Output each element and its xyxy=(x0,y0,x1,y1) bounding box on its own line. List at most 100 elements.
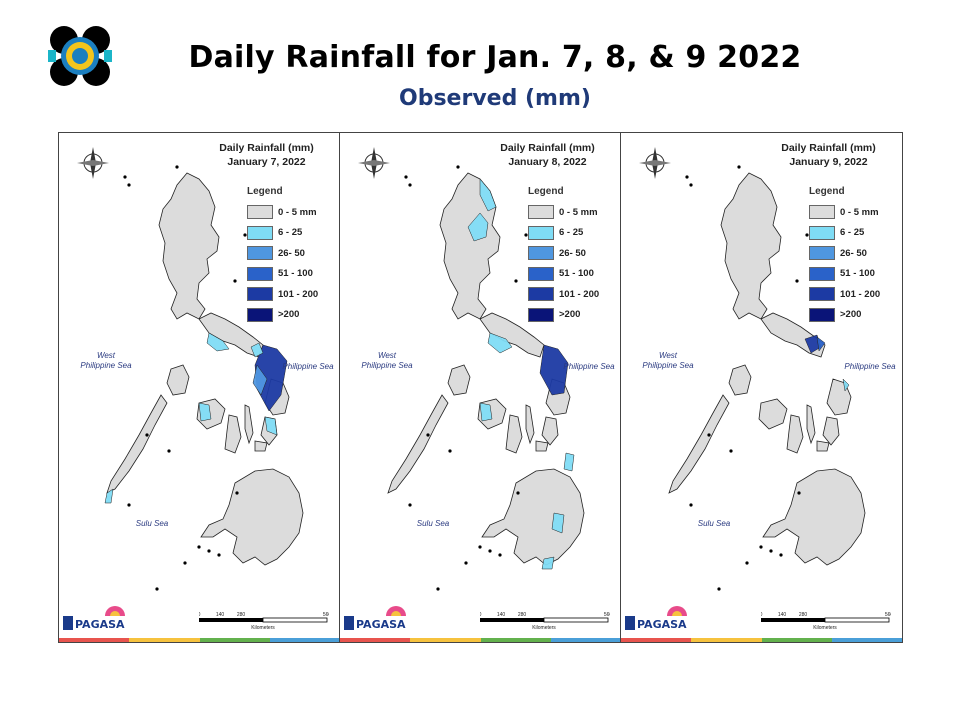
scale-units: Kilometers xyxy=(532,625,556,631)
rainfall-area xyxy=(541,556,555,570)
land-region xyxy=(505,414,523,454)
map-date: January 9, 2022 xyxy=(789,156,868,168)
island-dot xyxy=(737,165,741,169)
legend-label: 51 - 100 xyxy=(278,268,313,280)
land-region xyxy=(481,468,585,566)
scale-bar: 0 140 280 560 Kilometers xyxy=(199,612,329,631)
island-dot xyxy=(448,449,452,453)
rainfall-area xyxy=(264,416,278,436)
legend-swatch xyxy=(809,205,835,220)
scale-tick: 280 xyxy=(237,612,246,618)
philippines-map xyxy=(668,165,866,591)
scale-tick: 0 xyxy=(761,612,763,618)
rainfall-area xyxy=(816,336,826,352)
map-panels: Daily Rainfall (mm) January 7, 2022 Lege… xyxy=(58,132,903,643)
island-dot xyxy=(759,545,763,549)
island-dot xyxy=(127,503,131,507)
label-sulu-sea: Sulu Sea xyxy=(135,519,169,528)
land-region xyxy=(806,404,816,445)
legend-swatch xyxy=(528,246,554,261)
legend-label: 101 - 200 xyxy=(278,288,319,300)
island-dot xyxy=(408,183,412,187)
island-dot xyxy=(769,549,773,553)
island-dot xyxy=(175,165,179,169)
legend-title: Legend xyxy=(247,186,283,197)
legend-swatch xyxy=(809,287,835,302)
land-region xyxy=(447,364,471,396)
color-stripe xyxy=(621,638,902,642)
island-dot xyxy=(729,449,733,453)
scale-units: Kilometers xyxy=(813,625,837,631)
island-dot xyxy=(436,587,440,591)
rainfall-map-jan-9: Daily Rainfall (mm) January 9, 2022 Lege… xyxy=(621,133,902,642)
scale-tick: 280 xyxy=(799,612,808,618)
legend-swatch xyxy=(528,287,554,302)
legend-swatch xyxy=(528,225,554,240)
rainfall-area xyxy=(479,178,497,212)
island-dot xyxy=(797,491,801,495)
rainfall-area xyxy=(563,452,575,472)
legend-label: >200 xyxy=(278,309,300,321)
legend-label: 51 - 100 xyxy=(840,268,875,280)
map-title: Daily Rainfall (mm) January 9, 2022 xyxy=(761,141,896,169)
legend-swatch xyxy=(528,205,554,220)
island-dot xyxy=(207,549,211,553)
map-title: Daily Rainfall (mm) January 8, 2022 xyxy=(480,141,615,169)
scale-tick: 140 xyxy=(216,612,225,618)
legend-row: 6 - 25 xyxy=(528,223,620,244)
land-region xyxy=(166,364,190,396)
rainfall-area xyxy=(198,402,212,422)
island-dot xyxy=(233,279,237,283)
island-dot xyxy=(127,183,131,187)
scale-bar: 0 140 280 560 Kilometers xyxy=(761,612,891,631)
island-dot xyxy=(183,561,187,565)
map-legend: Legend 0 - 5 mm 6 - 25 26- 50 51 - 100 101 -… xyxy=(247,186,339,325)
island-dot xyxy=(779,553,783,557)
legend-swatch xyxy=(809,246,835,261)
rainfall-area xyxy=(479,402,493,422)
rainfall-map-jan-8: Daily Rainfall (mm) January 8, 2022 Lege… xyxy=(340,133,621,642)
map-footer: PAGASA 0 140 280 560 Kilometers xyxy=(340,606,620,642)
legend-row: 0 - 5 mm xyxy=(809,202,901,223)
legend-swatch xyxy=(247,287,273,302)
label-west-philippine-sea: West Philippine Sea xyxy=(361,351,413,370)
rainfall-area xyxy=(104,488,114,504)
legend-swatch xyxy=(247,205,273,220)
scale-bar: 0 140 280 560 Kilometers xyxy=(480,612,610,631)
rainfall-area xyxy=(551,512,565,534)
legend-row: 6 - 25 xyxy=(247,223,339,244)
compass-rose-icon xyxy=(639,147,671,179)
philippines-map xyxy=(104,165,304,591)
map-date: January 7, 2022 xyxy=(227,156,306,168)
brand-text: PAGASA xyxy=(637,618,687,631)
rainfall-area xyxy=(250,342,264,358)
legend-row: >200 xyxy=(528,305,620,326)
legend-label: 101 - 200 xyxy=(840,288,881,300)
philippines-map xyxy=(387,165,585,591)
island-dot xyxy=(795,279,799,283)
scale-tick: 560 xyxy=(323,612,329,618)
legend-row: 6 - 25 xyxy=(809,223,901,244)
island-dot xyxy=(488,549,492,553)
legend-swatch xyxy=(528,266,554,281)
rainfall-area xyxy=(487,332,513,354)
land-region xyxy=(816,440,830,452)
map-legend: Legend 0 - 5 mm 6 - 25 26- 50 51 - 100 101 -… xyxy=(809,186,901,325)
rainfall-area xyxy=(254,344,288,412)
map-title: Daily Rainfall (mm) January 7, 2022 xyxy=(199,141,334,169)
pagasa-logo: PAGASA xyxy=(344,606,406,631)
dost-logo xyxy=(48,24,112,88)
land-masses xyxy=(668,165,866,591)
island-dot xyxy=(145,433,149,437)
rainfall-areas xyxy=(804,334,850,392)
island-dot xyxy=(689,183,693,187)
land-region xyxy=(158,172,220,320)
island-dot xyxy=(456,165,460,169)
legend-label: >200 xyxy=(559,309,581,321)
legend-label: 26- 50 xyxy=(559,247,586,259)
legend-label: 6 - 25 xyxy=(559,227,584,239)
island-dot xyxy=(243,233,247,237)
legend-title: Legend xyxy=(809,186,845,197)
legend-swatch xyxy=(809,225,835,240)
island-dot xyxy=(745,561,749,565)
